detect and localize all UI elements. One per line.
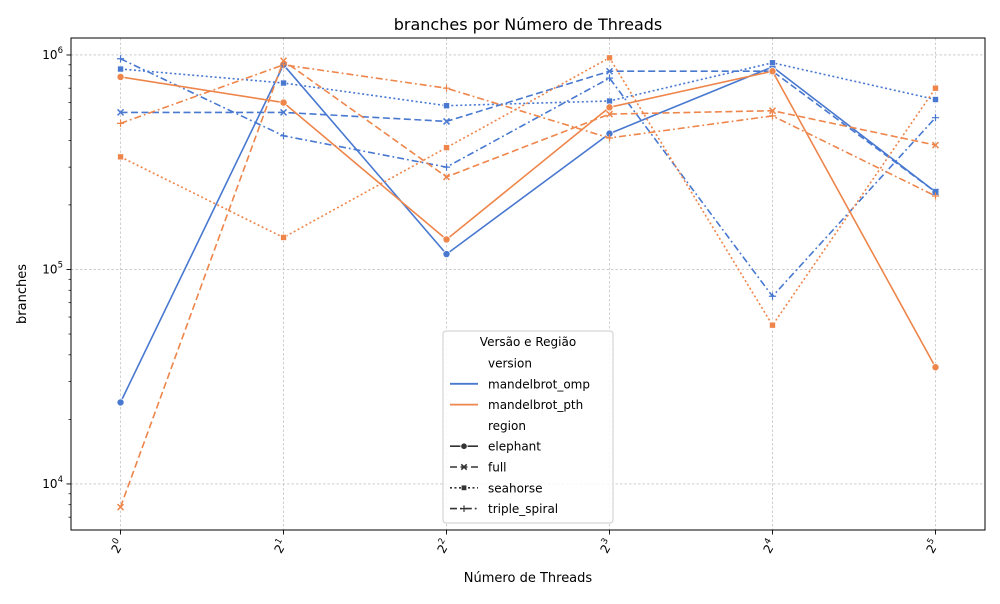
data-point [605,74,614,82]
data-point [442,84,451,92]
legend-section-version: version [488,357,532,371]
series-line [120,58,937,298]
data-point [931,188,940,196]
data-point [280,79,287,87]
x-tick-label: 24 [759,537,779,556]
series-mandelbrot_pth-seahorse [117,54,939,329]
series-line [119,59,936,508]
data-point [931,192,940,200]
legend: Versão e Região version mandelbrot_ompmand… [442,330,614,524]
x-tick-label: 21 [270,537,290,556]
data-point [768,107,777,115]
series-mandelbrot_omp-triple_spiral [116,55,940,300]
y-tick-label: 105 [42,260,63,276]
data-point [460,442,468,450]
series-mandelbrot_pth-elephant [116,67,940,372]
data-point [279,98,288,107]
data-point [932,96,939,103]
series-line [120,56,937,327]
legend-label-mandelbrot_omp: mandelbrot_omp [488,377,590,391]
data-point [442,235,451,244]
data-point [931,114,940,122]
x-tick-label: 22 [433,537,453,556]
legend-title: Versão e Região [480,335,576,349]
data-point [443,102,450,110]
x-tick-label: 23 [596,537,616,556]
data-point [931,141,940,149]
legend-section-region: region [488,419,526,433]
data-point [117,153,124,161]
legend-label-full: full [488,461,507,475]
legend-label-triple_spiral: triple_spiral [488,502,558,516]
data-point [117,108,125,116]
data-point [768,67,777,76]
chart-title: branches por Número de Threads [394,15,663,34]
series-mandelbrot_pth-triple_spiral [116,61,940,200]
x-tick-label: 20 [107,537,127,556]
data-point [442,117,451,125]
series-mandelbrot_omp-seahorse [117,59,939,110]
data-point [768,292,777,300]
legend-label-mandelbrot_pth: mandelbrot_pth [488,398,583,412]
data-point [605,103,614,112]
data-point [460,505,468,512]
series-line [119,64,936,403]
data-point [605,67,614,75]
data-point [606,54,613,62]
data-point [605,110,614,118]
data-point [768,112,777,120]
data-point [279,132,288,140]
data-point [460,463,468,471]
legend-label-seahorse: seahorse [488,481,543,495]
data-point [442,163,451,171]
x-tick-label: 25 [922,537,942,556]
x-axis-label: Número de Threads [464,571,593,586]
series-mandelbrot_pth-full [117,57,940,511]
data-point [116,72,125,81]
data-point [116,55,125,63]
y-tick-label: 106 [42,46,63,62]
series-line [120,70,936,193]
series-line [120,64,936,197]
series-line [120,70,937,368]
data-point [117,503,125,511]
data-point [606,97,613,105]
data-point [442,173,451,181]
legend-box [442,330,614,524]
data-point [460,484,467,491]
data-point [116,119,125,127]
data-point [280,57,288,65]
data-point [116,398,125,407]
data-point [769,321,776,329]
series-layer [116,54,940,511]
y-tick-label: 104 [42,475,63,491]
data-point [931,363,940,372]
data-point [442,250,451,259]
data-point [769,59,776,67]
data-point [117,65,124,73]
data-point [443,144,450,151]
series-line [120,61,936,107]
plot-frame [70,37,986,531]
data-point [280,234,287,241]
data-point [280,108,288,116]
y-axis-label: branches [15,264,30,324]
data-point [932,84,939,92]
series-mandelbrot_omp-full [117,67,940,196]
data-point [279,61,288,69]
data-point [605,134,614,142]
legend-label-elephant: elephant [488,440,541,454]
